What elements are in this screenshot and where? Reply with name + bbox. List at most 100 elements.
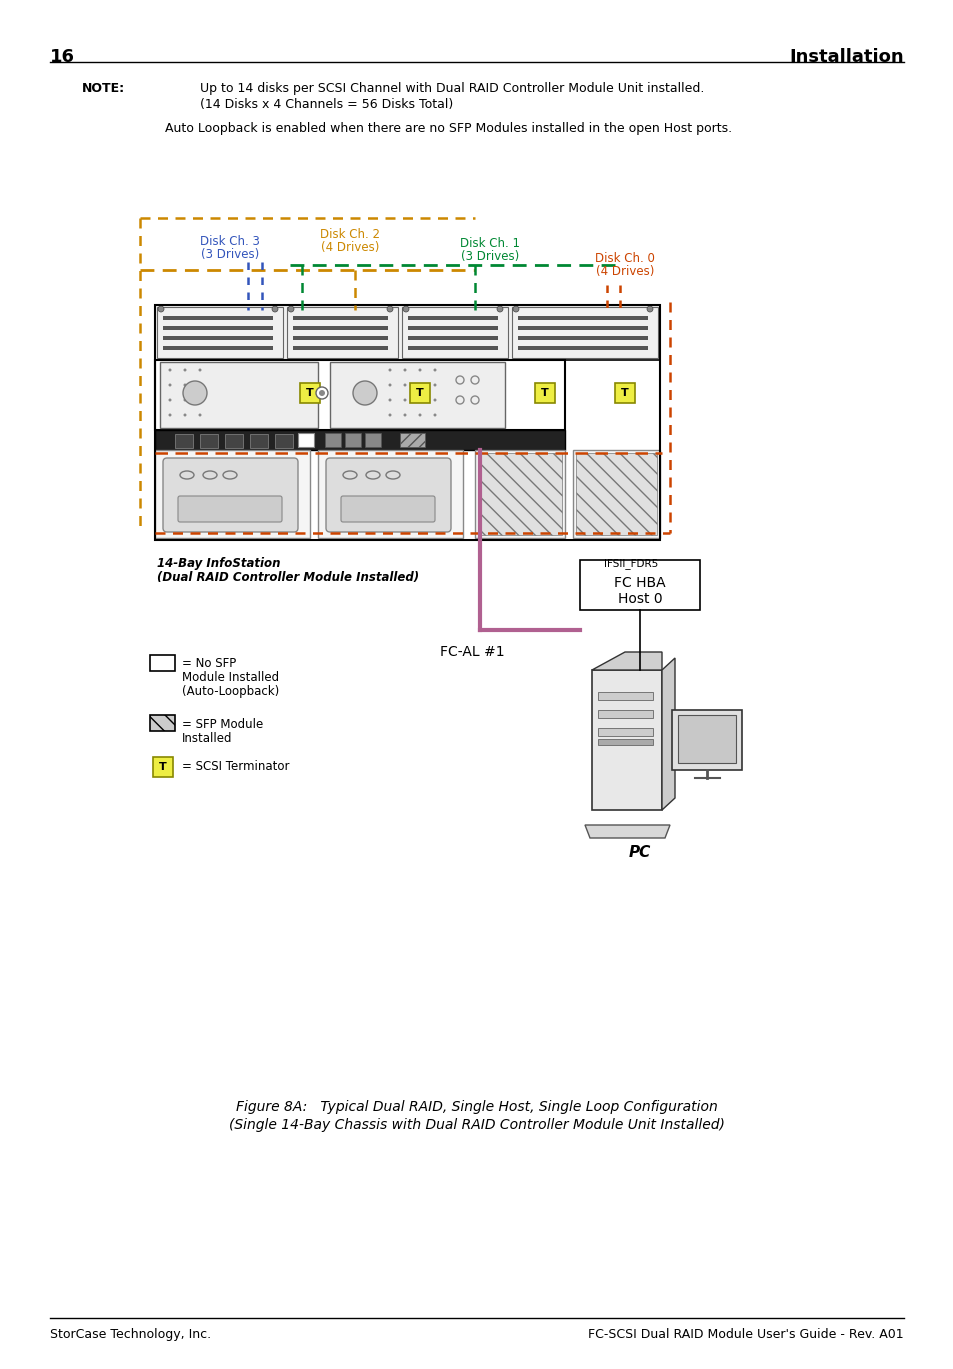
Circle shape bbox=[169, 398, 172, 401]
Bar bbox=[154, 360, 564, 430]
Bar bbox=[615, 383, 635, 402]
Bar bbox=[598, 728, 652, 737]
Circle shape bbox=[198, 383, 201, 386]
Circle shape bbox=[169, 383, 172, 386]
Circle shape bbox=[418, 383, 421, 386]
Bar bbox=[678, 715, 735, 763]
Bar bbox=[517, 346, 647, 350]
Text: Disk Ch. 2: Disk Ch. 2 bbox=[319, 229, 379, 241]
Bar bbox=[163, 346, 273, 350]
Bar bbox=[160, 361, 317, 428]
Bar bbox=[250, 434, 268, 448]
Circle shape bbox=[169, 413, 172, 416]
Bar bbox=[274, 434, 293, 448]
Circle shape bbox=[388, 413, 391, 416]
Circle shape bbox=[433, 368, 436, 371]
Text: IFSII_FDR5: IFSII_FDR5 bbox=[603, 559, 658, 570]
Bar bbox=[598, 711, 652, 717]
Bar bbox=[598, 691, 652, 700]
Circle shape bbox=[388, 383, 391, 386]
Circle shape bbox=[418, 413, 421, 416]
Circle shape bbox=[646, 307, 652, 312]
Text: (Single 14-Bay Chassis with Dual RAID Controller Module Unit Installed): (Single 14-Bay Chassis with Dual RAID Co… bbox=[229, 1118, 724, 1132]
Text: Disk Ch. 0: Disk Ch. 0 bbox=[595, 252, 655, 266]
Bar bbox=[592, 669, 661, 810]
Circle shape bbox=[433, 413, 436, 416]
Text: T: T bbox=[540, 387, 548, 398]
Bar bbox=[408, 316, 497, 320]
Circle shape bbox=[402, 307, 409, 312]
Bar bbox=[154, 450, 310, 538]
Polygon shape bbox=[592, 652, 661, 669]
Text: 16: 16 bbox=[50, 48, 75, 66]
Text: T: T bbox=[620, 387, 628, 398]
Bar bbox=[200, 434, 218, 448]
Circle shape bbox=[183, 383, 186, 386]
Bar bbox=[365, 433, 380, 448]
Text: 14-Bay InfoStation: 14-Bay InfoStation bbox=[157, 557, 280, 570]
Circle shape bbox=[183, 381, 207, 405]
Circle shape bbox=[198, 413, 201, 416]
Text: Up to 14 disks per SCSI Channel with Dual RAID Controller Module Unit installed.: Up to 14 disks per SCSI Channel with Dua… bbox=[200, 82, 703, 94]
Circle shape bbox=[418, 368, 421, 371]
Bar bbox=[150, 715, 174, 731]
Text: Figure 8A:   Typical Dual RAID, Single Host, Single Loop Configuration: Figure 8A: Typical Dual RAID, Single Hos… bbox=[236, 1101, 717, 1114]
Text: = SFP Module: = SFP Module bbox=[182, 717, 263, 731]
Bar bbox=[163, 316, 273, 320]
Text: (Dual RAID Controller Module Installed): (Dual RAID Controller Module Installed) bbox=[157, 571, 418, 585]
Text: T: T bbox=[416, 387, 423, 398]
Circle shape bbox=[388, 368, 391, 371]
Bar bbox=[154, 305, 659, 360]
Bar bbox=[154, 430, 564, 450]
Circle shape bbox=[403, 398, 406, 401]
Bar bbox=[174, 434, 193, 448]
Bar bbox=[293, 335, 388, 340]
Circle shape bbox=[418, 398, 421, 401]
Bar bbox=[330, 361, 504, 428]
Text: Disk Ch. 3: Disk Ch. 3 bbox=[200, 235, 259, 248]
Bar bbox=[517, 335, 647, 340]
Bar bbox=[225, 434, 243, 448]
Circle shape bbox=[353, 381, 376, 405]
Bar bbox=[154, 305, 659, 539]
Circle shape bbox=[288, 307, 294, 312]
Text: Module Installed: Module Installed bbox=[182, 671, 279, 684]
Bar bbox=[293, 346, 388, 350]
Bar bbox=[152, 757, 172, 778]
Circle shape bbox=[198, 368, 201, 371]
Circle shape bbox=[433, 398, 436, 401]
Circle shape bbox=[272, 307, 277, 312]
Bar bbox=[598, 739, 652, 745]
Polygon shape bbox=[661, 658, 675, 810]
Text: Disk Ch. 1: Disk Ch. 1 bbox=[459, 237, 519, 251]
Text: (3 Drives): (3 Drives) bbox=[201, 248, 259, 261]
Text: Auto Loopback is enabled when there are no SFP Modules installed in the open Hos: Auto Loopback is enabled when there are … bbox=[165, 122, 731, 136]
Bar bbox=[157, 307, 283, 359]
Bar bbox=[408, 326, 497, 330]
Bar bbox=[535, 383, 555, 402]
Bar bbox=[401, 307, 507, 359]
Circle shape bbox=[315, 387, 328, 398]
Circle shape bbox=[318, 390, 325, 396]
Bar bbox=[297, 433, 314, 448]
Text: (Auto-Loopback): (Auto-Loopback) bbox=[182, 684, 279, 698]
Text: FC-AL #1: FC-AL #1 bbox=[439, 645, 504, 658]
Circle shape bbox=[158, 307, 164, 312]
Bar bbox=[345, 433, 360, 448]
Bar bbox=[325, 433, 340, 448]
FancyBboxPatch shape bbox=[326, 459, 451, 533]
Text: Host 0: Host 0 bbox=[617, 591, 661, 606]
Bar bbox=[671, 711, 741, 769]
Bar bbox=[408, 335, 497, 340]
Circle shape bbox=[387, 307, 393, 312]
FancyBboxPatch shape bbox=[340, 496, 435, 522]
Circle shape bbox=[403, 368, 406, 371]
Bar bbox=[163, 335, 273, 340]
Text: FC HBA: FC HBA bbox=[614, 576, 665, 590]
Circle shape bbox=[198, 398, 201, 401]
Bar bbox=[475, 450, 564, 538]
Text: FC-SCSI Dual RAID Module User's Guide - Rev. A01: FC-SCSI Dual RAID Module User's Guide - … bbox=[588, 1328, 903, 1342]
Bar bbox=[163, 326, 273, 330]
FancyBboxPatch shape bbox=[178, 496, 282, 522]
Circle shape bbox=[183, 368, 186, 371]
